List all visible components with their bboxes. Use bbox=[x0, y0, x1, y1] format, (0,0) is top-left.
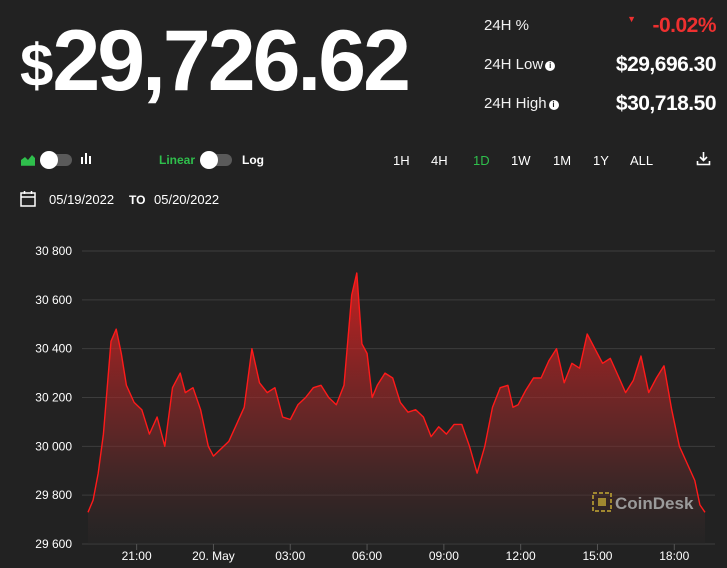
current-price: $29,726.62 bbox=[20, 18, 411, 104]
y-axis: 30 800 30 600 30 400 30 200 30 000 29 800 29 6… bbox=[35, 244, 72, 551]
x-tick-label: 21:00 bbox=[122, 549, 152, 563]
toggle-knob bbox=[200, 151, 218, 169]
date-from-input[interactable]: 05/19/2022 bbox=[49, 192, 115, 207]
calendar-icon[interactable] bbox=[20, 190, 36, 207]
x-tick-label: 06:00 bbox=[352, 549, 382, 563]
x-tick-label: 12:00 bbox=[506, 549, 536, 563]
watermark-text: CoinDesk bbox=[615, 494, 694, 513]
price-area bbox=[88, 273, 705, 544]
download-icon[interactable] bbox=[696, 151, 711, 166]
area-chart-icon[interactable] bbox=[20, 152, 36, 166]
scale-toggle[interactable] bbox=[200, 151, 232, 169]
range-1w-button[interactable]: 1W bbox=[511, 153, 531, 168]
price-line bbox=[87, 272, 706, 513]
range-1h-button[interactable]: 1H bbox=[393, 153, 410, 168]
stat-24h-high-label: 24H High bbox=[484, 95, 547, 112]
coindesk-logo-icon bbox=[592, 492, 612, 512]
range-4h-button[interactable]: 4H bbox=[431, 153, 448, 168]
x-tick-label: 03:00 bbox=[275, 549, 305, 563]
stat-24h-low-label: 24H Low bbox=[484, 56, 544, 73]
range-all-button[interactable]: ALL bbox=[630, 153, 654, 168]
y-tick-label: 29 600 bbox=[35, 537, 72, 551]
stat-24h-high: 24H High i $30,718.50 bbox=[484, 92, 717, 131]
y-tick-label: 29 800 bbox=[35, 488, 72, 502]
range-1m-button[interactable]: 1M bbox=[553, 153, 572, 168]
coindesk-watermark: CoinDesk bbox=[592, 492, 694, 513]
y-tick-label: 30 400 bbox=[35, 342, 72, 356]
y-tick-label: 30 600 bbox=[35, 293, 72, 307]
chart-toolbar: Linear Log 1H 4H 1D 1W 1M 1Y ALL bbox=[0, 146, 727, 174]
stat-24h-low: 24H Low i $29,696.30 bbox=[484, 53, 717, 92]
info-icon[interactable]: i bbox=[545, 61, 556, 71]
x-axis: 21:00 20. May 03:00 06:00 09:00 12:00 15:00 18:… bbox=[122, 544, 690, 563]
price-currency-symbol: $ bbox=[20, 32, 53, 99]
y-tick-label: 30 200 bbox=[35, 391, 72, 405]
x-tick-label: 15:00 bbox=[582, 549, 612, 563]
x-tick-label: 20. May bbox=[192, 549, 235, 563]
price-value: 29,726.62 bbox=[52, 13, 411, 109]
toggle-knob bbox=[40, 151, 58, 169]
y-tick-label: 30 000 bbox=[35, 439, 72, 453]
x-tick-label: 18:00 bbox=[659, 549, 689, 563]
y-tick-label: 30 800 bbox=[35, 244, 72, 258]
down-triangle-icon: ▼ bbox=[627, 14, 636, 24]
stats-panel: 24H % ▼ -0.02% 24H Low i $29,696.30 24H H… bbox=[484, 14, 717, 131]
linear-scale-label[interactable]: Linear bbox=[159, 153, 196, 167]
log-scale-label[interactable]: Log bbox=[242, 153, 264, 167]
stat-24h-low-value: $29,696.30 bbox=[615, 53, 717, 76]
range-1d-button[interactable]: 1D bbox=[473, 153, 490, 168]
date-to-input[interactable]: 05/20/2022 bbox=[154, 192, 220, 207]
date-to-label: TO bbox=[129, 193, 146, 207]
info-icon[interactable]: i bbox=[548, 100, 559, 110]
range-1y-button[interactable]: 1Y bbox=[593, 153, 609, 168]
x-tick-label: 09:00 bbox=[429, 549, 459, 563]
chart-type-toggle[interactable] bbox=[40, 151, 72, 169]
stat-24h-change-label: 24H % bbox=[484, 17, 530, 34]
price-chart: 30 800 30 600 30 400 30 200 30 000 29 800 29 6… bbox=[35, 244, 715, 563]
stat-24h-change-value: -0.02% bbox=[652, 14, 716, 37]
stat-24h-change: 24H % ▼ -0.02% bbox=[484, 14, 716, 53]
bar-chart-icon[interactable] bbox=[80, 151, 94, 165]
stat-24h-high-value: $30,718.50 bbox=[615, 92, 717, 115]
